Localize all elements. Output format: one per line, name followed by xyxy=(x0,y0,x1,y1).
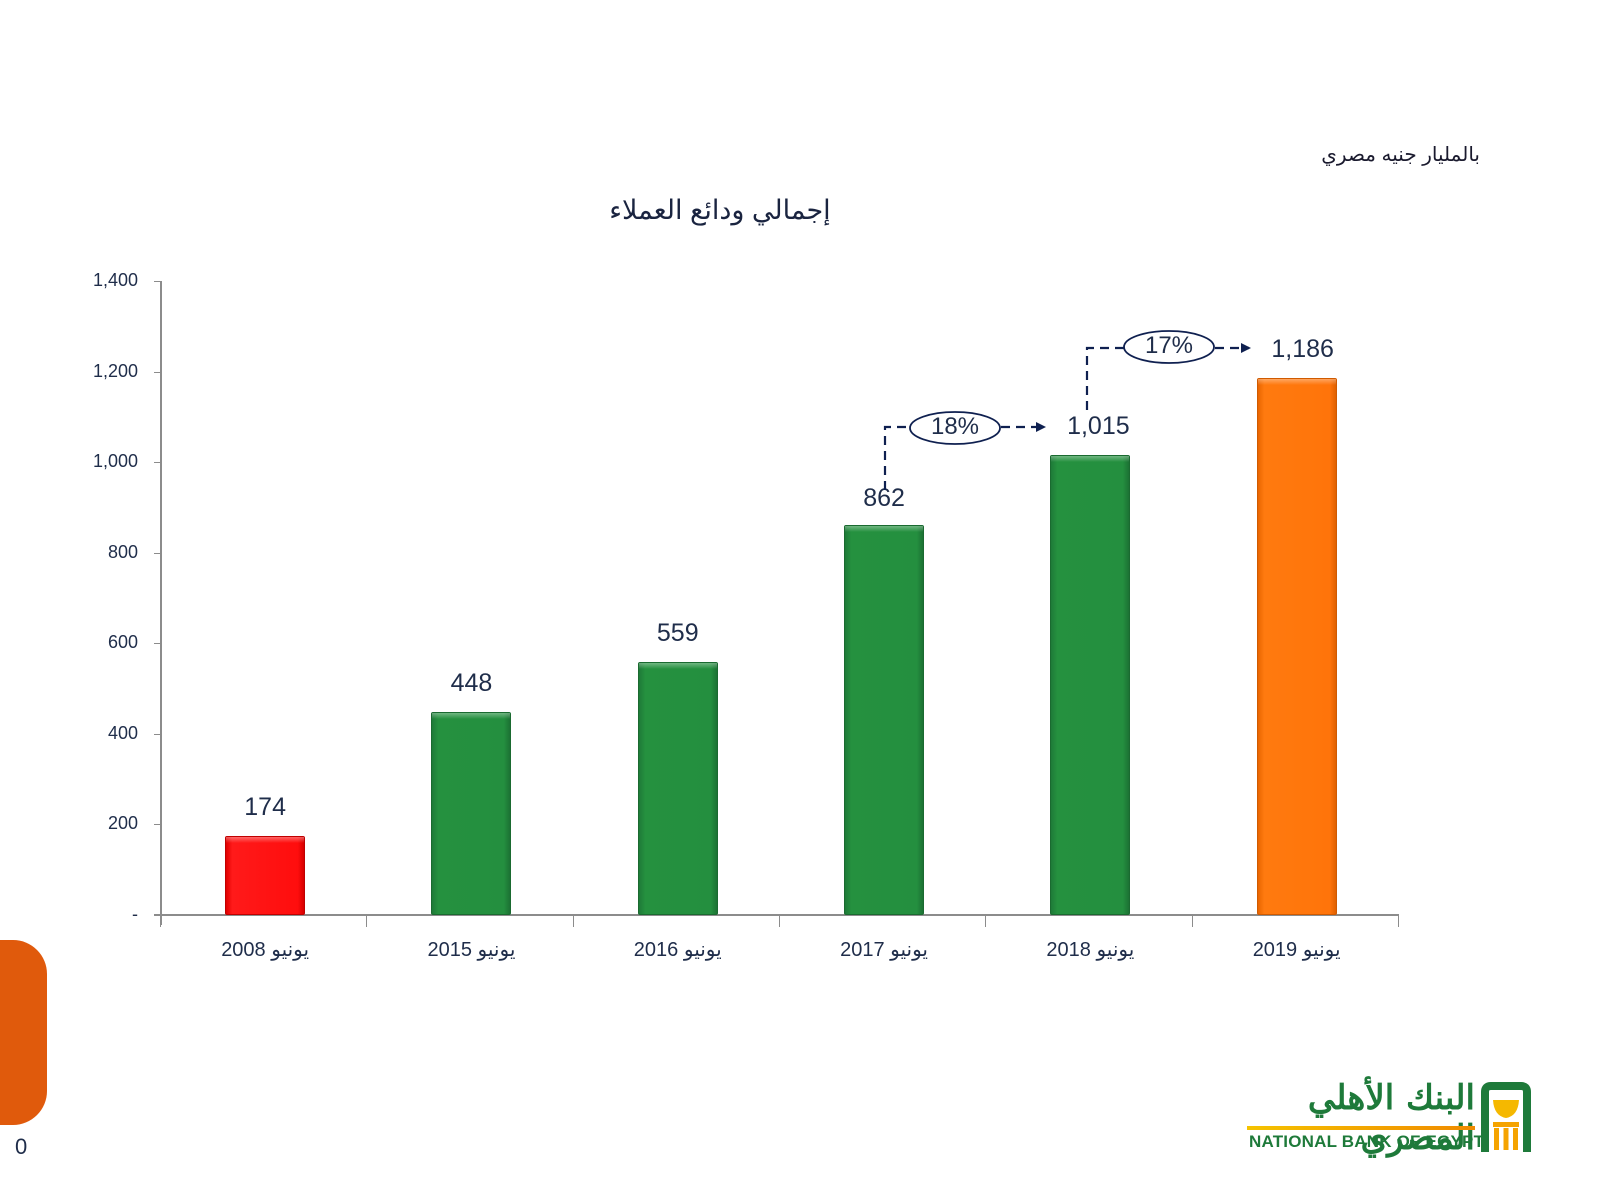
y-tick-label: 1,000 xyxy=(92,451,138,472)
growth-label-2018-2019: 17% xyxy=(1144,332,1194,359)
y-axis-line xyxy=(160,281,162,925)
x-label-month: يونيو xyxy=(1302,939,1341,961)
x-label-2019: 2019 يونيو xyxy=(1197,937,1397,962)
growth-ellipse-1 xyxy=(909,411,1001,445)
x-tick-mark xyxy=(1397,915,1399,927)
value-label-2015: 448 xyxy=(450,669,493,698)
y-tick-mark xyxy=(154,371,161,373)
unit-note: بالمليار جنيه مصري xyxy=(1321,144,1480,166)
growth-arrows xyxy=(883,330,1251,490)
bank-emblem-icon xyxy=(1481,1082,1531,1152)
value-label-2019: 1,186 xyxy=(1271,334,1334,363)
bar-chart: -200 400 600 800 1,000 1,200 1,400 174 448 559 86… xyxy=(92,270,1399,962)
x-label-2017: 2017 يونيو xyxy=(784,937,984,962)
y-tick-mark xyxy=(154,281,161,282)
value-label-2016: 559 xyxy=(656,618,699,647)
page-number: 0 xyxy=(15,1134,28,1159)
x-label-year: 2016 xyxy=(633,939,679,961)
y-tick-label: 400 xyxy=(107,722,138,743)
x-tick-mark xyxy=(366,915,368,927)
bar-2017 xyxy=(844,524,925,915)
y-tick-mark xyxy=(154,552,161,554)
y-tick-mark xyxy=(154,462,161,464)
x-label-year: 2018 xyxy=(1046,939,1091,961)
y-tick-label: 800 xyxy=(107,541,138,562)
bar-2008 xyxy=(225,836,306,915)
bank-logo: البنك الأهلي المصري NATIONAL BANK OF EGY… xyxy=(1245,1078,1585,1158)
y-tick-mark xyxy=(154,643,161,645)
x-label-2018: 2018 يونيو xyxy=(990,937,1190,962)
x-label-2016: 2016 يونيو xyxy=(578,937,778,962)
x-label-year: 2017 xyxy=(840,939,885,961)
y-tick-mark xyxy=(154,733,161,735)
logo-divider xyxy=(1247,1126,1475,1130)
y-tick-label: 600 xyxy=(107,632,138,653)
y-tick-label: 1,400 xyxy=(92,270,138,290)
y-tick-mark xyxy=(154,915,161,916)
growth-ellipse-2 xyxy=(1123,330,1215,364)
x-tick-mark xyxy=(985,915,987,927)
x-label-month: يونيو xyxy=(271,939,310,961)
x-tick-mark xyxy=(572,915,574,927)
bar-2015 xyxy=(431,712,512,915)
x-label-month: يونيو xyxy=(890,939,928,961)
x-axis-line xyxy=(154,914,1399,916)
chart-title: إجمالي ودائع العملاء xyxy=(609,195,831,225)
value-label-2018: 1,015 xyxy=(1067,412,1130,441)
logo-arabic-text: البنك الأهلي المصري xyxy=(1307,1078,1475,1158)
x-tick-mark xyxy=(778,915,780,927)
x-label-month: يونيو xyxy=(477,939,516,961)
x-label-2008: 2008 يونيو xyxy=(165,937,365,962)
y-tick-label: - xyxy=(132,904,138,924)
x-label-year: 2008 xyxy=(221,939,266,961)
x-label-year: 2019 xyxy=(1252,939,1298,961)
y-tick-label: 1,200 xyxy=(92,360,138,381)
x-label-year: 2015 xyxy=(427,939,472,961)
bar-2018 xyxy=(1050,455,1131,915)
growth-label-2017-2018: 18% xyxy=(930,413,980,440)
x-tick-mark xyxy=(160,915,161,927)
bar-2019 xyxy=(1256,377,1337,915)
side-accent-tab xyxy=(0,940,47,1125)
y-tick-mark xyxy=(154,824,161,826)
growth-connector-1 xyxy=(883,425,912,490)
x-label-month: يونيو xyxy=(1096,939,1135,961)
y-tick-label: 200 xyxy=(107,813,138,834)
bar-2016 xyxy=(637,661,718,915)
x-label-2015: 2015 يونيو xyxy=(371,937,571,962)
growth-connector-2 xyxy=(1085,346,1124,410)
x-tick-mark xyxy=(1191,915,1193,927)
value-label-2008: 174 xyxy=(244,793,286,822)
logo-english-text: NATIONAL BANK OF EGYPT xyxy=(1249,1132,1485,1151)
x-label-month: يونيو xyxy=(683,939,722,961)
